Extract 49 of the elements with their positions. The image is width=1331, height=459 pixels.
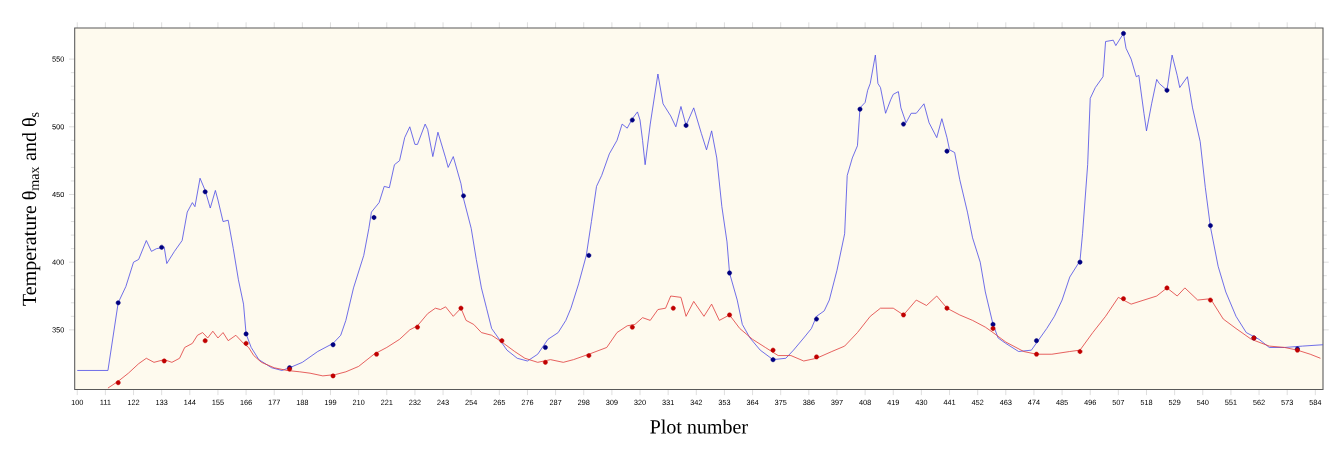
point — [727, 270, 732, 276]
point — [670, 305, 676, 311]
point — [1164, 87, 1170, 93]
point — [901, 312, 906, 318]
point — [857, 106, 863, 112]
point — [629, 324, 635, 330]
point — [542, 345, 548, 350]
point — [461, 193, 466, 199]
point — [990, 322, 996, 327]
point — [202, 338, 208, 344]
point — [499, 338, 505, 344]
point — [1208, 223, 1213, 229]
point — [1077, 349, 1083, 355]
point — [159, 244, 165, 250]
point — [770, 347, 776, 353]
x-axis-title: Plot number — [650, 419, 748, 434]
point — [990, 326, 996, 332]
point — [901, 121, 906, 127]
point — [243, 341, 249, 346]
point — [770, 357, 776, 363]
point — [1034, 351, 1039, 357]
point — [542, 360, 548, 365]
point — [458, 305, 464, 311]
point — [944, 305, 950, 311]
point — [814, 354, 819, 360]
point — [944, 148, 950, 154]
point — [415, 324, 420, 330]
point — [161, 358, 167, 364]
point — [330, 342, 336, 348]
point — [371, 215, 377, 221]
point — [1077, 259, 1083, 265]
point — [586, 253, 592, 258]
point — [202, 189, 208, 195]
point — [243, 331, 249, 337]
point — [374, 351, 379, 357]
point — [1121, 31, 1126, 36]
point — [115, 300, 121, 306]
point — [814, 316, 819, 322]
point — [586, 353, 592, 359]
y-axis-title: Temperature θ$_{max}$ and θ$_{s}$ — [22, 112, 41, 306]
point — [1034, 338, 1039, 344]
point — [115, 380, 121, 386]
point — [330, 373, 336, 379]
point — [629, 117, 635, 123]
point — [727, 312, 732, 318]
point — [1164, 285, 1170, 291]
point — [683, 123, 689, 128]
point — [1121, 296, 1126, 302]
point — [1208, 297, 1213, 303]
